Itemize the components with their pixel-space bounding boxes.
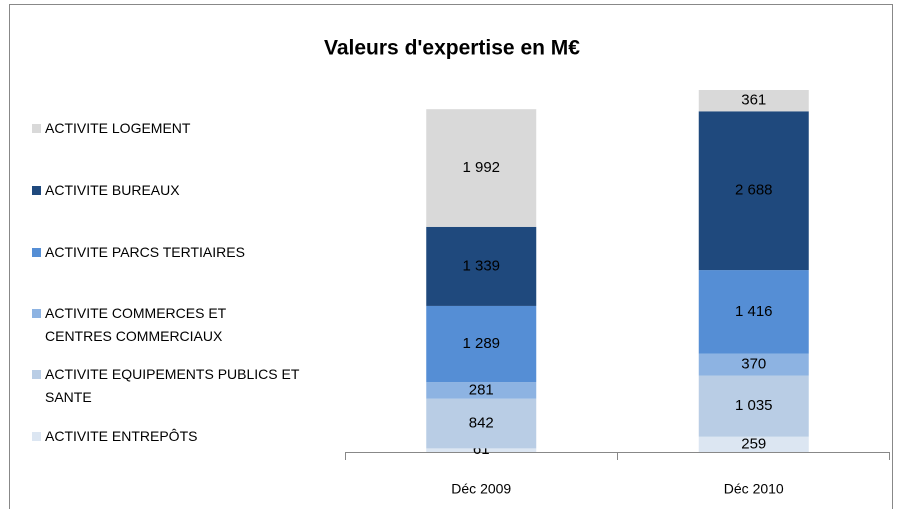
data-label: 1 416 bbox=[735, 303, 773, 320]
data-label: 1 992 bbox=[462, 159, 500, 176]
x-axis bbox=[345, 452, 890, 460]
bar-segment bbox=[698, 375, 809, 437]
bar-segment bbox=[426, 382, 537, 399]
chart-border bbox=[9, 4, 893, 509]
bar-segment bbox=[426, 109, 537, 227]
legend-item: ACTIVITE LOGEMENT bbox=[32, 117, 332, 140]
legend-swatch bbox=[32, 309, 41, 318]
legend-swatch bbox=[32, 432, 41, 441]
data-label: 370 bbox=[741, 356, 766, 373]
legend-label: ACTIVITE ENTREPÔTS bbox=[45, 428, 198, 444]
bar-segment bbox=[698, 353, 809, 376]
bar-segment bbox=[426, 398, 537, 449]
data-label: 281 bbox=[469, 381, 494, 398]
bar-segment bbox=[426, 226, 537, 306]
legend-label: ACTIVITE EQUIPEMENTS PUBLICS ET SANTE bbox=[45, 366, 300, 405]
chart-title: Valeurs d'expertise en M€ bbox=[324, 37, 580, 60]
legend-item: ACTIVITE ENTREPÔTS bbox=[32, 425, 332, 448]
bar-segment bbox=[698, 270, 809, 354]
bar-segment bbox=[698, 90, 809, 112]
x-tick-label: Déc 2009 bbox=[451, 481, 511, 497]
legend-label: ACTIVITE BUREAUX bbox=[45, 182, 180, 198]
legend-swatch bbox=[32, 124, 41, 133]
legend-swatch bbox=[32, 186, 41, 195]
bar-segment bbox=[426, 448, 537, 452]
data-label: 1 035 bbox=[735, 397, 773, 414]
data-label: 842 bbox=[469, 415, 494, 432]
data-label: 1 289 bbox=[462, 335, 500, 352]
legend-item: ACTIVITE BUREAUX bbox=[32, 179, 332, 202]
bar-segment bbox=[698, 111, 809, 271]
bar-segment bbox=[698, 436, 809, 452]
x-tick-label: Déc 2010 bbox=[724, 481, 784, 497]
legend-label: ACTIVITE PARCS TERTIAIRES bbox=[45, 244, 245, 260]
data-label: 1 339 bbox=[462, 257, 500, 274]
data-label: 2 688 bbox=[735, 182, 773, 199]
legend-item: ACTIVITE COMMERCES ET CENTRES COMMERCIAU… bbox=[32, 302, 282, 348]
data-label: 259 bbox=[741, 435, 766, 452]
bar-segment bbox=[426, 305, 537, 383]
legend-label: ACTIVITE COMMERCES ET CENTRES COMMERCIAU… bbox=[45, 305, 226, 344]
legend-item: ACTIVITE PARCS TERTIAIRES bbox=[32, 241, 332, 264]
legend-label: ACTIVITE LOGEMENT bbox=[45, 120, 191, 136]
legend-swatch bbox=[32, 370, 41, 379]
legend-swatch bbox=[32, 248, 41, 257]
data-label: 361 bbox=[741, 92, 766, 109]
legend-item: ACTIVITE EQUIPEMENTS PUBLICS ET SANTE bbox=[32, 363, 332, 409]
